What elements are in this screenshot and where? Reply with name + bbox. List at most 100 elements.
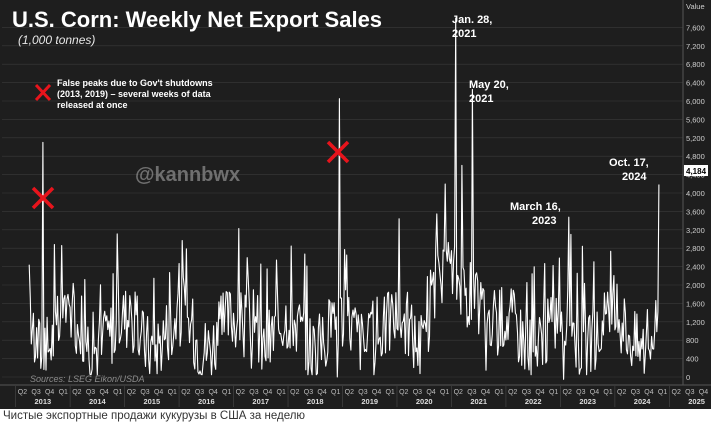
x-year-label: 2023: [579, 397, 596, 406]
x-quarter-label: Q1: [494, 389, 503, 396]
x-quarter-label: Q1: [277, 389, 286, 396]
annotation-mar-2023-line1: March 16,: [510, 201, 561, 213]
x-quarter-label: Q3: [358, 389, 367, 396]
x-quarter-label: Q4: [263, 389, 272, 396]
x-quarter-label: Q2: [399, 389, 408, 396]
x-quarter-label: Q4: [699, 389, 708, 396]
x-quarter-label: Q2: [18, 389, 27, 396]
x-year-label: 2015: [143, 397, 160, 406]
x-quarter-label: Q3: [140, 389, 149, 396]
annotation-mar-2023-line2: 2023: [532, 215, 556, 227]
x-quarter-label: Q1: [658, 389, 667, 396]
y-tick-label: 5,200: [686, 134, 705, 143]
annotation-mar-2023: March 16, 2023: [510, 201, 561, 227]
x-quarter-label: Q1: [331, 389, 340, 396]
y-tick-label: 2,400: [686, 263, 705, 272]
x-quarter-label: Q1: [113, 389, 122, 396]
y-tick-label: 2,000: [686, 281, 705, 290]
y-tick-label: 2,800: [686, 244, 705, 253]
source-note: Sources: LSEG Eikon/USDA: [30, 374, 145, 384]
y-tick-label: 3,200: [686, 226, 705, 235]
x-quarter-label: Q1: [59, 389, 68, 396]
x-quarter-label: Q2: [672, 389, 681, 396]
x-quarter-label: Q3: [304, 389, 313, 396]
shutdown-note: False peaks due to Gov't shutdowns (2013…: [34, 78, 213, 110]
x-quarter-label: Q4: [426, 389, 435, 396]
last-value-text: 4,184: [686, 167, 707, 176]
x-quarter-label: Q3: [685, 389, 694, 396]
y-axis-label: Value: [686, 2, 705, 11]
y-ticks: 0 400 800 1,200 1,600 2,000 2,400 2,800 3,200 3,6…: [686, 23, 705, 382]
annotation-jan-2021: Jan. 28, 2021: [452, 14, 492, 40]
y-tick-label: 4,000: [686, 189, 705, 198]
x-quarter-label: Q2: [617, 389, 626, 396]
x-year-label: 2025: [688, 397, 705, 406]
y-tick-label: 7,200: [686, 42, 705, 51]
x-year-label: 2021: [470, 397, 487, 406]
x-quarter-label: Q4: [45, 389, 54, 396]
series-line: [28, 17, 660, 380]
x-quarter-label: Q2: [454, 389, 463, 396]
annotation-oct-2024-line1: Oct. 17,: [609, 157, 649, 169]
annotation-may-2021-line2: 2021: [469, 93, 493, 105]
x-year-label: 2018: [307, 397, 324, 406]
annotation-may-2021: May 20, 2021: [469, 79, 509, 105]
last-value-badge-bg: [684, 165, 708, 176]
x-quarter-label: Q3: [86, 389, 95, 396]
x-quarter-label: Q4: [535, 389, 544, 396]
x-quarter-label: Q4: [154, 389, 163, 396]
note-line-2: (2013, 2019) – several weeks of data: [57, 89, 212, 99]
annotation-jan-2021-line1: Jan. 28,: [452, 14, 492, 26]
y-tick-label: 7,600: [686, 23, 705, 32]
annotation-may-2021-line1: May 20,: [469, 79, 509, 91]
x-quarter-label: Q3: [576, 389, 585, 396]
annotation-oct-2024: Oct. 17, 2024: [609, 157, 649, 183]
annotation-jan-2021-line2: 2021: [452, 28, 476, 40]
y-tick-label: 1,200: [686, 318, 705, 327]
x-quarter-label: Q4: [372, 389, 381, 396]
x-quarter-label: Q4: [481, 389, 490, 396]
annotation-oct-2024-line2: 2024: [622, 171, 647, 183]
x-quarter-label: Q3: [631, 389, 640, 396]
y-tick-label: 400: [686, 355, 699, 364]
x-quarter-label: Q4: [590, 389, 599, 396]
y-tick-label: 800: [686, 336, 699, 345]
x-year-label: 2020: [416, 397, 433, 406]
note-x-marker: [34, 83, 52, 102]
x-year-label: 2013: [35, 397, 52, 406]
y-tick-label: 1,600: [686, 299, 705, 308]
chart-frame: Value 0 400 800 1,200 1,600 2,000 2,400 2,800 3,…: [0, 0, 711, 409]
chart-svg: Value 0 400 800 1,200 1,600 2,000 2,400 2,800 3,…: [0, 0, 711, 407]
x-quarter-label: Q1: [222, 389, 231, 396]
x-quarter-label: Q2: [508, 389, 517, 396]
x-quarter-label: Q2: [72, 389, 81, 396]
x-quarter-label: Q3: [467, 389, 476, 396]
y-tick-label: 4,800: [686, 152, 705, 161]
last-value-badge: 4,184: [684, 165, 708, 176]
x-quarter-label: Q4: [317, 389, 326, 396]
x-year-label: 2014: [89, 397, 107, 406]
x-quarter-label: Q1: [440, 389, 449, 396]
shutdown-marker-2013: [31, 186, 55, 210]
x-quarter-label: Q1: [549, 389, 558, 396]
chart-subtitle: (1,000 tonnes): [18, 33, 95, 47]
x-quarter-label: Q2: [563, 389, 572, 396]
x-quarter-label: Q4: [99, 389, 108, 396]
y-tick-label: 5,600: [686, 115, 705, 124]
chart-title: U.S. Corn: Weekly Net Export Sales: [12, 7, 382, 32]
x-quarter-label: Q2: [345, 389, 354, 396]
x-quarter-label: Q2: [127, 389, 136, 396]
x-quarter-label: Q1: [603, 389, 612, 396]
note-line-3: released at once: [57, 100, 128, 110]
x-quarter-label: Q1: [168, 389, 177, 396]
image-caption: Чистые экспортные продажи кукурузы в США…: [3, 410, 306, 422]
x-year-label: 2019: [361, 397, 378, 406]
x-quarter-label: Q2: [290, 389, 299, 396]
shutdown-marker-2019: [326, 140, 350, 164]
y-tick-label: 6,000: [686, 97, 705, 106]
x-year-label: 2022: [525, 397, 542, 406]
x-ticks: Q2 Q3 Q4 Q1 Q2 Q3 Q4 Q1 Q2 Q3 Q4 Q1 Q2 Q3 Q4 Q1 Q2 Q3 Q4 Q1…: [15, 386, 708, 407]
x-year-label: 2016: [198, 397, 215, 406]
x-year-label: 2017: [252, 397, 269, 406]
x-quarter-label: Q3: [249, 389, 258, 396]
